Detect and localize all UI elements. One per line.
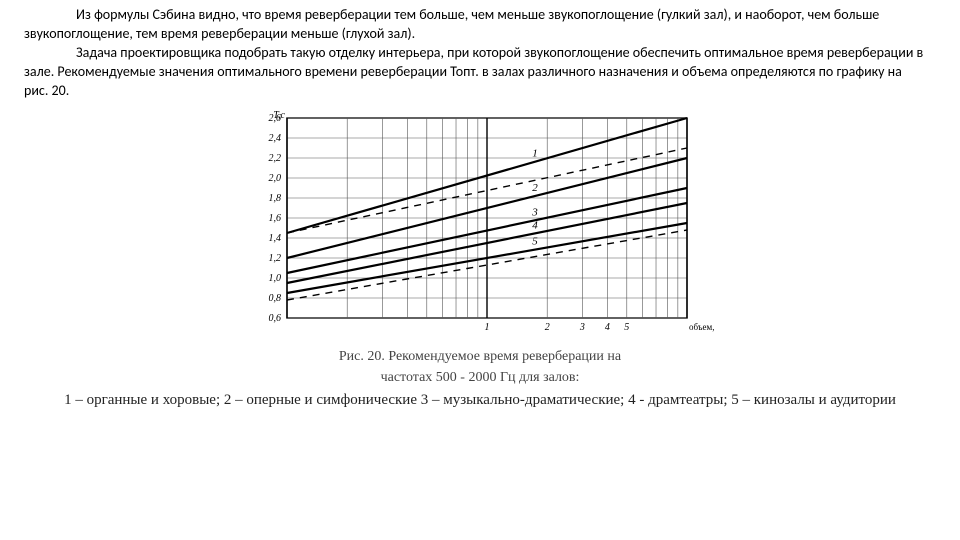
svg-text:2: 2 <box>545 322 550 333</box>
svg-text:2: 2 <box>532 182 538 194</box>
svg-text:5: 5 <box>624 322 629 333</box>
svg-text:0,6: 0,6 <box>269 313 282 324</box>
svg-text:2,2: 2,2 <box>269 153 282 164</box>
svg-text:1: 1 <box>485 322 490 333</box>
paragraph-1: Из формулы Сэбина видно, что время ревер… <box>24 6 936 44</box>
svg-text:1,0: 1,0 <box>269 273 282 284</box>
caption-line-1: Рис. 20. Рекомендуемое время ревербераци… <box>0 346 960 367</box>
svg-text:1: 1 <box>532 148 538 160</box>
paragraph-2: Задача проектировщика подобрать такую от… <box>24 44 936 82</box>
svg-text:1,2: 1,2 <box>269 253 282 264</box>
paragraph-3: рис. 20. <box>24 82 936 101</box>
chart-legend: 1 – органные и хоровые; 2 – оперные и си… <box>0 390 960 412</box>
svg-text:1,4: 1,4 <box>269 233 282 244</box>
svg-text:3: 3 <box>579 322 585 333</box>
svg-text:2,0: 2,0 <box>269 173 282 184</box>
svg-text:объем, м³: объем, м³ <box>689 322 715 332</box>
svg-text:5: 5 <box>532 236 538 248</box>
chart-caption: Рис. 20. Рекомендуемое время ревербераци… <box>0 346 960 388</box>
svg-text:1,6: 1,6 <box>269 213 282 224</box>
reverberation-chart: 0,60,81,01,21,41,61,82,02,22,42,6T,c1234… <box>245 108 715 342</box>
svg-text:0,8: 0,8 <box>269 293 282 304</box>
svg-text:T,c: T,c <box>273 110 285 121</box>
svg-text:3: 3 <box>531 207 538 219</box>
caption-line-2: частотах 500 - 2000 Гц для залов: <box>0 367 960 388</box>
svg-text:4: 4 <box>532 220 538 232</box>
svg-text:1,8: 1,8 <box>269 193 282 204</box>
svg-text:2,4: 2,4 <box>269 133 282 144</box>
svg-text:4: 4 <box>605 322 610 333</box>
body-text: Из формулы Сэбина видно, что время ревер… <box>0 0 960 102</box>
